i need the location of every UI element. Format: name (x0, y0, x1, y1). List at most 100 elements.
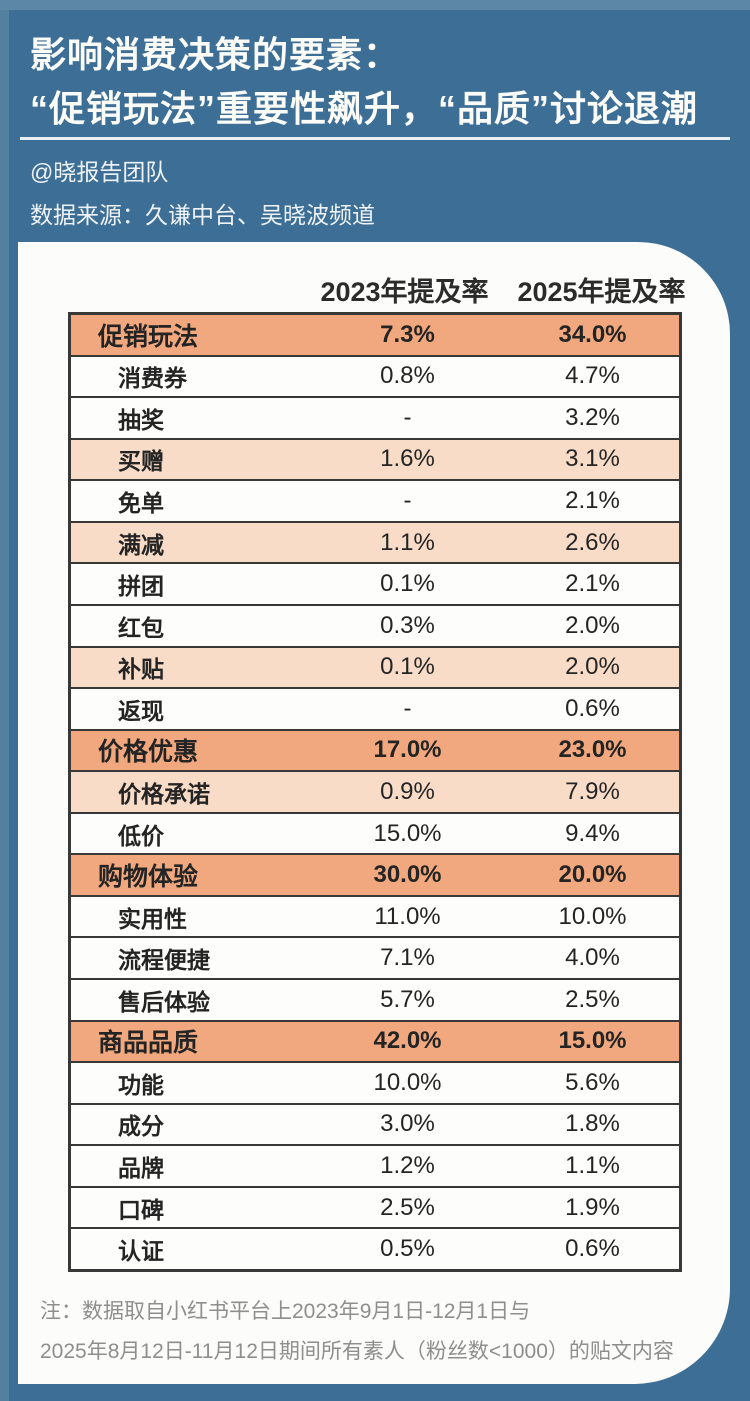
row-value-2023: 10.0% (373, 1068, 442, 1096)
row-label: 口碑 (118, 1196, 164, 1223)
row-value-2025: 2.1% (565, 570, 620, 598)
table-row-category: 促销玩法 7.3% 34.0% (71, 315, 679, 357)
row-value-2023: 0.1% (380, 653, 435, 681)
row-label: 售后体验 (118, 988, 210, 1015)
row-value-2023: - (403, 694, 412, 722)
footnote: 注：数据取自小红书平台上2023年9月1日-12月1日与 2025年8月12日-… (40, 1292, 700, 1372)
column-header-2025: 2025年提及率 (517, 277, 686, 307)
row-value-2023: 1.2% (380, 1152, 435, 1180)
table-row-category: 购物体验 30.0% 20.0% (71, 855, 679, 897)
row-label: 买赠 (118, 448, 164, 475)
table-row: 功能 10.0% 5.6% (71, 1063, 679, 1105)
data-table: 促销玩法 7.3% 34.0% 消费券 0.8% 4.7% 抽奖 - 3.2% 买赠 1.6% 3.1… (68, 312, 682, 1272)
row-value-2025: 3.1% (565, 445, 620, 473)
table-row: 返现 - 0.6% (71, 689, 679, 731)
row-label: 认证 (118, 1238, 164, 1265)
row-value-2023: 15.0% (373, 819, 442, 847)
row-value-2023: 1.1% (380, 528, 435, 556)
header-divider (20, 137, 730, 140)
author-handle: @晓报告团队 (30, 159, 169, 185)
row-value-2023: 0.9% (380, 777, 435, 805)
row-value-2025: 0.6% (565, 694, 620, 722)
footnote-line2: 2025年8月12日-11月12日期间所有素人（粉丝数<1000）的贴文内容 (40, 1340, 674, 1363)
table-row-category: 商品品质 42.0% 15.0% (71, 1021, 679, 1064)
row-value-2023: 11.0% (374, 902, 441, 930)
footnote-line1: 注：数据取自小红书平台上2023年9月1日-12月1日与 (40, 1300, 531, 1323)
row-label: 拼团 (118, 573, 164, 600)
row-label: 红包 (118, 614, 164, 641)
data-source-label: 数据来源：久谦中台、吴晓波频道 (30, 202, 375, 228)
row-value-2025: 7.9% (565, 777, 620, 805)
row-label: 消费券 (118, 365, 187, 392)
row-value-2025: 0.6% (565, 1235, 620, 1263)
table-row: 满减 1.1% 2.6% (71, 522, 679, 565)
table-row: 品牌 1.2% 1.1% (71, 1146, 679, 1188)
page-title-line1: 影响消费决策的要素： (30, 34, 401, 75)
row-label: 成分 (118, 1113, 164, 1140)
table-row: 低价 15.0% 9.4% (71, 813, 679, 856)
row-value-2025: 1.1% (565, 1152, 620, 1180)
left-edge-strip (0, 0, 9, 1401)
row-value-2025: 9.4% (565, 819, 620, 847)
row-label: 抽奖 (118, 406, 164, 433)
table-row: 抽奖 - 3.2% (71, 398, 679, 440)
table-row: 拼团 0.1% 2.1% (71, 564, 679, 606)
row-value-2023: 30.0% (373, 861, 442, 889)
table-row: 买赠 1.6% 3.1% (71, 439, 679, 482)
row-label: 促销玩法 (98, 322, 199, 351)
row-value-2025: 20.0% (558, 861, 627, 889)
row-label: 补贴 (118, 656, 164, 683)
row-value-2023: 17.0% (373, 736, 442, 764)
table-row: 价格承诺 0.9% 7.9% (71, 772, 679, 814)
row-value-2025: 2.0% (565, 611, 620, 639)
row-value-2025: 34.0% (558, 320, 627, 348)
row-value-2025: 5.6% (565, 1068, 620, 1096)
column-header-2023: 2023年提及率 (320, 277, 489, 307)
row-label: 实用性 (118, 905, 187, 932)
row-value-2025: 2.6% (565, 528, 620, 556)
row-value-2025: 1.8% (565, 1110, 620, 1138)
row-value-2025: 10.0% (558, 902, 627, 930)
row-value-2023: - (403, 487, 412, 515)
row-value-2023: 0.3% (380, 611, 435, 639)
row-value-2023: 0.5% (380, 1235, 435, 1263)
page-title-line2: “促销玩法”重要性飙升，“品质”讨论退潮 (30, 88, 699, 129)
top-edge-strip (0, 0, 750, 10)
row-value-2025: 2.0% (565, 653, 620, 681)
table-row: 口碑 2.5% 1.9% (71, 1187, 679, 1230)
row-value-2025: 2.1% (565, 487, 620, 515)
row-label: 免单 (118, 490, 164, 517)
data-card: 2023年提及率 2025年提及率 促销玩法 7.3% 34.0% 消费券 0.8% 4.… (18, 242, 730, 1384)
row-value-2025: 2.5% (565, 985, 620, 1013)
table-row: 免单 - 2.1% (71, 481, 679, 523)
column-headers: 2023年提及率 2025年提及率 (68, 270, 685, 309)
row-label: 流程便捷 (118, 947, 210, 974)
row-value-2023: 5.7% (380, 985, 435, 1013)
row-value-2023: 0.1% (380, 570, 435, 598)
row-value-2025: 3.2% (565, 403, 620, 431)
row-value-2025: 1.9% (565, 1193, 620, 1221)
table-row: 认证 0.5% 0.6% (71, 1229, 679, 1269)
table-row: 流程便捷 7.1% 4.0% (71, 938, 679, 980)
row-label: 功能 (118, 1071, 164, 1098)
row-value-2025: 15.0% (558, 1027, 627, 1055)
row-label: 购物体验 (98, 863, 199, 892)
table-row: 补贴 0.1% 2.0% (71, 647, 679, 690)
row-value-2023: - (403, 403, 412, 431)
row-value-2023: 7.3% (380, 320, 435, 348)
row-value-2025: 4.7% (565, 362, 620, 390)
row-value-2023: 42.0% (373, 1027, 442, 1055)
row-value-2025: 4.0% (565, 944, 620, 972)
table-row: 成分 3.0% 1.8% (71, 1104, 679, 1147)
row-value-2023: 3.0% (380, 1110, 435, 1138)
table-row: 实用性 11.0% 10.0% (71, 896, 679, 939)
label-column-spacer (68, 270, 312, 309)
row-value-2023: 1.6% (380, 445, 435, 473)
row-label: 商品品质 (98, 1029, 199, 1058)
row-label: 满减 (118, 531, 164, 558)
row-label: 价格优惠 (98, 738, 199, 767)
table-row: 红包 0.3% 2.0% (71, 605, 679, 648)
row-label: 价格承诺 (118, 780, 210, 807)
row-value-2023: 2.5% (380, 1193, 435, 1221)
row-value-2023: 7.1% (380, 944, 435, 972)
